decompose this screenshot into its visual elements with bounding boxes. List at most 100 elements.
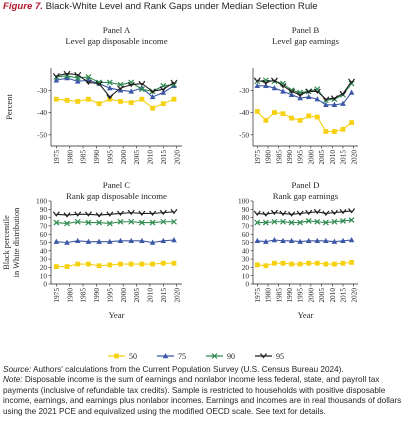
x-tick-label: 1990 [285, 288, 294, 303]
data-point-90 [53, 219, 60, 226]
x-tick-label: 2000 [119, 288, 128, 303]
data-point-50 [118, 261, 123, 267]
series-line-90 [257, 219, 352, 224]
data-point-50 [254, 262, 260, 268]
y-axis-label: Percent [4, 94, 14, 120]
x-tick-label: 1995 [296, 288, 305, 303]
x-tick-label: 2015 [339, 288, 348, 303]
x-tick-label: 1975 [52, 150, 61, 165]
data-point-95 [127, 209, 135, 216]
data-point-90 [297, 219, 304, 226]
x-tick-label: 2010 [328, 288, 337, 303]
y-tick-label: 20 [242, 263, 250, 272]
data-point-50 [150, 105, 155, 111]
figure-title: Figure 7. Black-White Level and Rank Gap… [3, 1, 318, 12]
x-tick-label: 1985 [79, 150, 88, 165]
data-point-50 [323, 261, 329, 267]
y-tick-label: -30 [239, 86, 249, 95]
x-tick-label: 2005 [132, 288, 141, 303]
y-tick-label: 50 [242, 238, 250, 247]
data-point-50 [263, 263, 269, 269]
data-point-50 [75, 261, 81, 267]
x-tick-label: 2005 [317, 288, 326, 303]
data-point-75 [107, 85, 113, 91]
series-line-75 [257, 85, 353, 106]
data-point-50 [280, 111, 286, 117]
data-point-90 [262, 219, 269, 226]
data-point-95 [253, 77, 261, 83]
data-point-50 [96, 101, 102, 107]
x-tick-label: 2015 [159, 288, 168, 303]
legend-label: 90 [227, 352, 235, 361]
data-point-50 [332, 129, 337, 134]
y-tick-label: 60 [242, 230, 250, 239]
data-point-75 [64, 239, 70, 245]
data-point-75 [74, 78, 81, 84]
data-point-75 [263, 82, 269, 89]
data-point-75 [160, 237, 167, 244]
data-point-50 [297, 261, 303, 267]
data-point-95 [322, 210, 330, 216]
data-point-75 [64, 75, 70, 81]
series-line-50 [56, 262, 174, 268]
data-point-50 [323, 129, 329, 134]
legend-marker [162, 353, 169, 359]
data-point-90 [85, 73, 92, 80]
data-point-95 [149, 210, 157, 216]
data-point-75 [297, 95, 303, 101]
data-point-50 [306, 260, 312, 266]
data-point-95 [270, 209, 278, 216]
data-point-90 [96, 219, 103, 226]
data-point-95 [348, 208, 356, 214]
legend-marker [211, 353, 218, 359]
data-point-95 [159, 209, 167, 216]
data-point-95 [339, 90, 347, 97]
panel-label: Panel A [103, 25, 131, 35]
data-point-50 [75, 99, 81, 104]
x-tick-label: 2010 [146, 288, 155, 303]
data-point-90 [340, 217, 346, 224]
source-text: Authors' calculations from the Current P… [33, 365, 344, 374]
data-point-90 [314, 218, 321, 225]
data-point-75 [331, 101, 338, 107]
data-point-95 [84, 79, 92, 85]
data-point-95 [262, 79, 270, 85]
data-point-75 [314, 96, 321, 102]
data-point-75 [348, 237, 355, 243]
data-point-95 [296, 210, 304, 216]
x-tick-label: 1980 [65, 288, 74, 303]
data-point-75 [288, 237, 295, 244]
x-tick-label: 1995 [105, 288, 114, 303]
panel-title: Rank gap earnings [273, 191, 339, 201]
x-tick-label: 1995 [296, 150, 305, 165]
panel-title: Level gap earnings [272, 36, 340, 46]
x-tick-label: 2020 [349, 150, 358, 165]
data-point-75 [96, 238, 102, 244]
x-tick-label: 2020 [172, 288, 181, 303]
panel-title: Level gap disposable income [65, 36, 167, 46]
y-tick-label: 30 [40, 255, 48, 264]
data-point-75 [348, 89, 355, 95]
x-axis-label: Year [298, 310, 314, 320]
data-point-90 [64, 220, 70, 227]
data-point-95 [117, 210, 124, 216]
data-point-90 [160, 218, 167, 225]
source-note: Source: Authors' calculations from the C… [3, 365, 415, 375]
data-point-75 [139, 237, 145, 244]
data-point-50 [160, 101, 166, 107]
data-point-50 [332, 261, 337, 267]
figure-notes: Source: Authors' calculations from the C… [3, 365, 415, 417]
series-line-75 [257, 239, 352, 243]
y-tick-label: 100 [36, 197, 47, 206]
data-point-95 [330, 209, 338, 216]
x-tick-label: 1975 [52, 288, 61, 303]
data-point-90 [288, 219, 295, 226]
y-tick-label: 90 [40, 205, 48, 214]
x-tick-label: 1975 [253, 288, 262, 303]
data-point-95 [95, 212, 103, 218]
data-point-75 [171, 237, 177, 243]
data-point-95 [305, 209, 313, 216]
data-point-50 [340, 260, 346, 266]
data-point-90 [171, 218, 177, 225]
series-line-50 [257, 261, 352, 267]
